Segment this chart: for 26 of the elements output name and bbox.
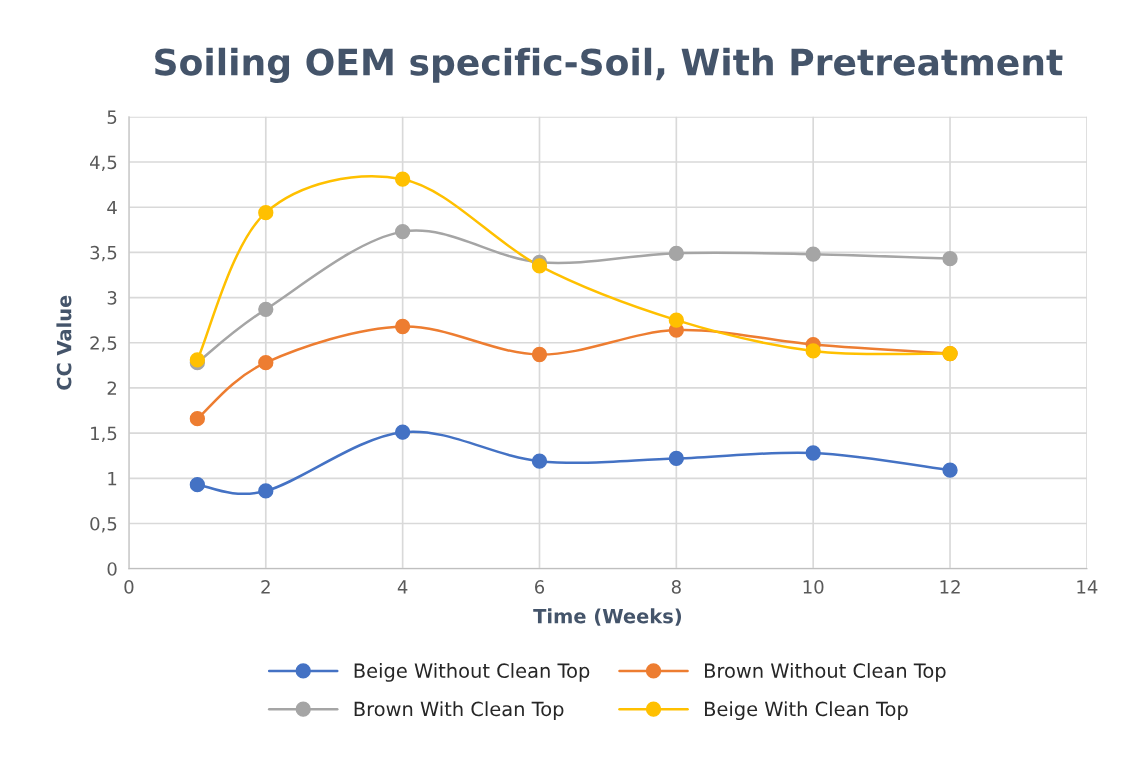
y-tick-label: 5 xyxy=(107,110,117,124)
y-tick-label: 1 xyxy=(108,472,117,486)
legend-label: Brown Without Clean Top xyxy=(705,662,946,682)
x-tick-label: 4 xyxy=(397,580,408,594)
x-axis-title: Time (Weeks) xyxy=(533,608,682,626)
x-tick-label: 12 xyxy=(940,580,960,594)
x-tick-label: 8 xyxy=(671,580,681,594)
x-tick-label: 10 xyxy=(803,580,824,594)
y-tick-label: 3 xyxy=(107,291,117,305)
legend-label: Brown With Clean Top xyxy=(354,701,564,721)
y-tick-label: 0,5 xyxy=(90,516,117,533)
y-tick-label: 4 xyxy=(107,200,117,215)
y-axis-title: CC Value xyxy=(56,295,72,390)
x-tick-label: 14 xyxy=(1077,580,1098,594)
y-tick-label: 0 xyxy=(107,562,117,576)
y-tick-label: 2 xyxy=(107,381,117,395)
x-tick-label: 2 xyxy=(261,580,270,594)
y-tick-label: 2,5 xyxy=(90,336,117,352)
x-tick-label: 6 xyxy=(535,580,545,594)
y-tick-label: 1,5 xyxy=(91,426,117,443)
legend-label: Beige Without Clean Top xyxy=(354,662,590,682)
y-tick-label: 4,5 xyxy=(89,155,117,171)
y-tick-label: 3,5 xyxy=(90,245,117,262)
x-tick-label: 0 xyxy=(124,580,134,594)
legend-label: Beige With Clean Top xyxy=(705,701,908,721)
chart-title: Soiling OEM specific-Soil, With Pretreatment xyxy=(155,47,1063,83)
